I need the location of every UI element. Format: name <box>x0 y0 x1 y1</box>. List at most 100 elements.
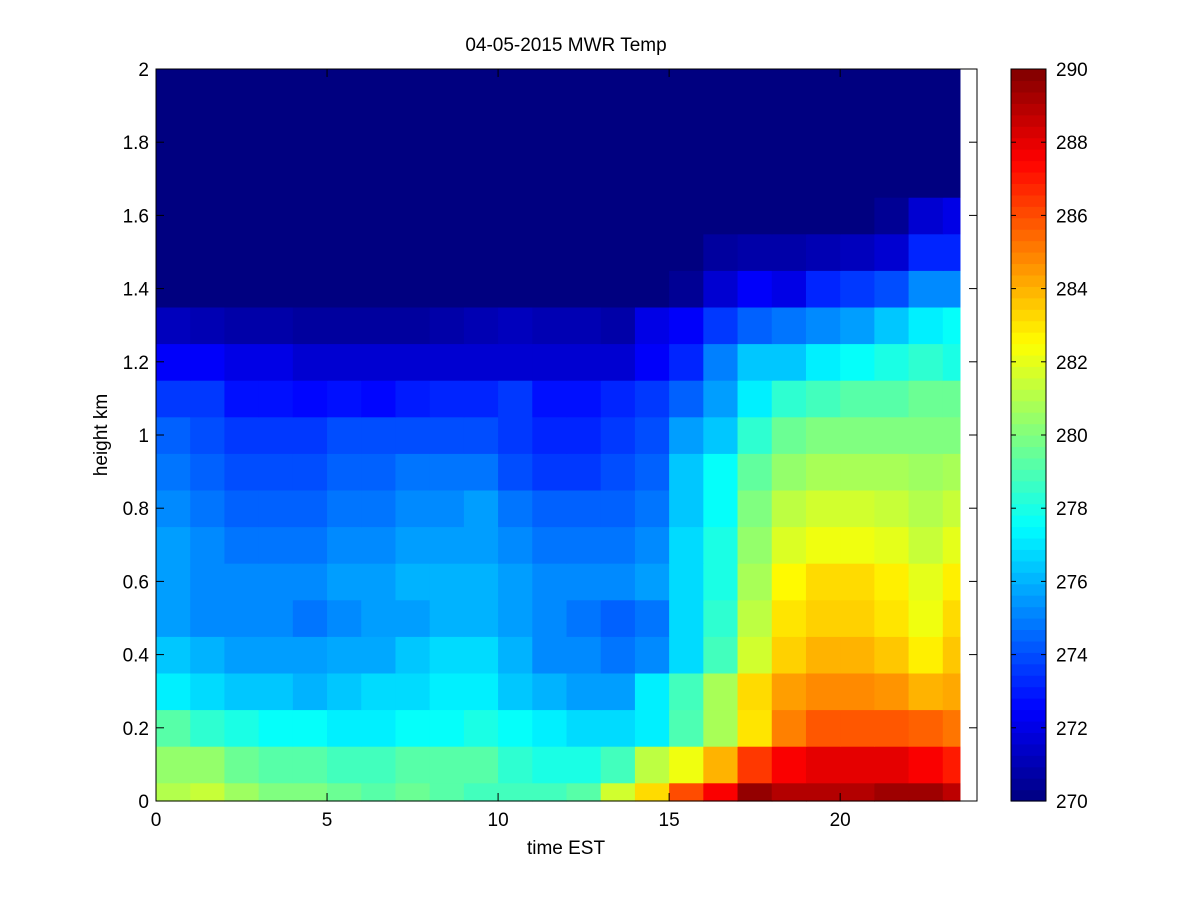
heatmap-cell <box>498 197 533 235</box>
colorbar: 270 272 274 276 278 280 282 284 286 288 290 <box>1010 60 1088 813</box>
heatmap-cell <box>703 782 739 802</box>
heatmap-cell <box>532 453 568 491</box>
heatmap-cell <box>327 526 362 564</box>
heatmap-cell <box>737 416 773 454</box>
heatmap-cell <box>361 526 397 564</box>
heatmap-cell <box>190 233 226 271</box>
heatmap-cell <box>532 69 568 198</box>
colorbar-segment <box>1011 320 1046 333</box>
heatmap-cell <box>429 380 465 418</box>
heatmap-cell <box>429 782 465 802</box>
heatmap-cell <box>840 380 875 418</box>
heatmap-cell <box>703 343 739 381</box>
heatmap-cell <box>463 599 499 637</box>
heatmap-cell <box>361 233 397 271</box>
heatmap-cell <box>908 380 944 418</box>
heatmap-cell <box>156 453 191 491</box>
colorbar-segment <box>1011 423 1046 436</box>
heatmap-cell <box>703 599 739 637</box>
heatmap-cell <box>840 746 875 784</box>
colorbar-tick-label: 278 <box>1056 499 1088 520</box>
heatmap-cell <box>292 636 328 674</box>
colorbar-segment <box>1011 354 1046 367</box>
heatmap-cell <box>361 489 397 528</box>
heatmap-cell <box>566 380 602 418</box>
heatmap-cell <box>395 343 431 381</box>
heatmap-cell <box>600 380 636 418</box>
heatmap-cell <box>395 489 431 528</box>
heatmap-cell <box>600 197 636 235</box>
x-axis-label: time EST <box>527 838 606 859</box>
heatmap-cell <box>771 416 807 454</box>
heatmap-cell <box>292 380 328 418</box>
heatmap-cell <box>498 746 533 784</box>
heatmap-cell <box>224 489 260 528</box>
heatmap-cell <box>566 782 602 802</box>
heatmap-cell <box>805 782 841 802</box>
colorbar-tick-label: 280 <box>1056 426 1088 447</box>
heatmap-cell <box>703 306 739 345</box>
heatmap-cell <box>292 672 328 711</box>
colorbar-segment <box>1011 618 1046 631</box>
heatmap-cell <box>942 672 961 711</box>
heatmap-cell <box>669 489 704 528</box>
y-tick-label: 1.8 <box>123 133 149 154</box>
heatmap-cell <box>498 782 533 802</box>
heatmap-cell <box>634 233 670 271</box>
heatmap-cell <box>942 746 961 784</box>
heatmap-cell <box>190 270 226 308</box>
colorbar-segment <box>1011 332 1046 345</box>
colorbar-segment <box>1011 194 1046 207</box>
colorbar-segment <box>1011 137 1046 150</box>
heatmap-cell <box>498 563 533 601</box>
heatmap-cell <box>498 343 533 381</box>
heatmap-cell <box>498 416 533 454</box>
heatmap-cell <box>840 636 875 674</box>
heatmap-cell <box>361 343 397 381</box>
heatmap-cell <box>805 233 841 271</box>
heatmap-cell <box>703 233 739 271</box>
heatmap-cell <box>327 709 362 747</box>
heatmap-cell <box>327 306 362 345</box>
colorbar-tick-label: 274 <box>1056 646 1088 667</box>
heatmap-cell <box>840 526 875 564</box>
heatmap-cell <box>771 453 807 491</box>
heatmap-cell <box>600 343 636 381</box>
heatmap-cell <box>292 416 328 454</box>
heatmap-cell <box>327 563 362 601</box>
heatmap-cell <box>634 416 670 454</box>
heatmap-cell <box>737 489 773 528</box>
heatmap-cell <box>908 636 944 674</box>
heatmap-cell <box>840 343 875 381</box>
heatmap-cell <box>634 380 670 418</box>
heatmap-cell <box>258 416 294 454</box>
heatmap-cell <box>463 270 499 308</box>
heatmap-cell <box>156 380 191 418</box>
heatmap-cell <box>600 306 636 345</box>
heatmap-cell <box>395 636 431 674</box>
heatmap-cell <box>874 672 910 711</box>
heatmap-cell <box>908 306 944 345</box>
heatmap-cell <box>566 746 602 784</box>
heatmap-cell <box>361 197 397 235</box>
colorbar-segment <box>1011 435 1046 448</box>
heatmap-cell <box>805 343 841 381</box>
heatmap-cell <box>874 599 910 637</box>
colorbar-tick-label: 276 <box>1056 572 1088 593</box>
heatmap-cell <box>498 270 533 308</box>
colorbar-tick-label: 288 <box>1056 133 1088 154</box>
heatmap-cell <box>737 270 773 308</box>
heatmap-cell <box>463 709 499 747</box>
heatmap-cell <box>634 672 670 711</box>
heatmap-cell <box>805 599 841 637</box>
heatmap-cell <box>361 306 397 345</box>
heatmap-cell <box>737 233 773 271</box>
heatmap-cell <box>737 453 773 491</box>
heatmap-cell <box>908 672 944 711</box>
heatmap-cell <box>566 69 602 198</box>
colorbar-segment <box>1011 515 1046 528</box>
y-tick-label: 0.8 <box>123 499 149 520</box>
heatmap-cell <box>156 782 191 802</box>
heatmap-cell <box>737 782 773 802</box>
heatmap-cell <box>258 599 294 637</box>
